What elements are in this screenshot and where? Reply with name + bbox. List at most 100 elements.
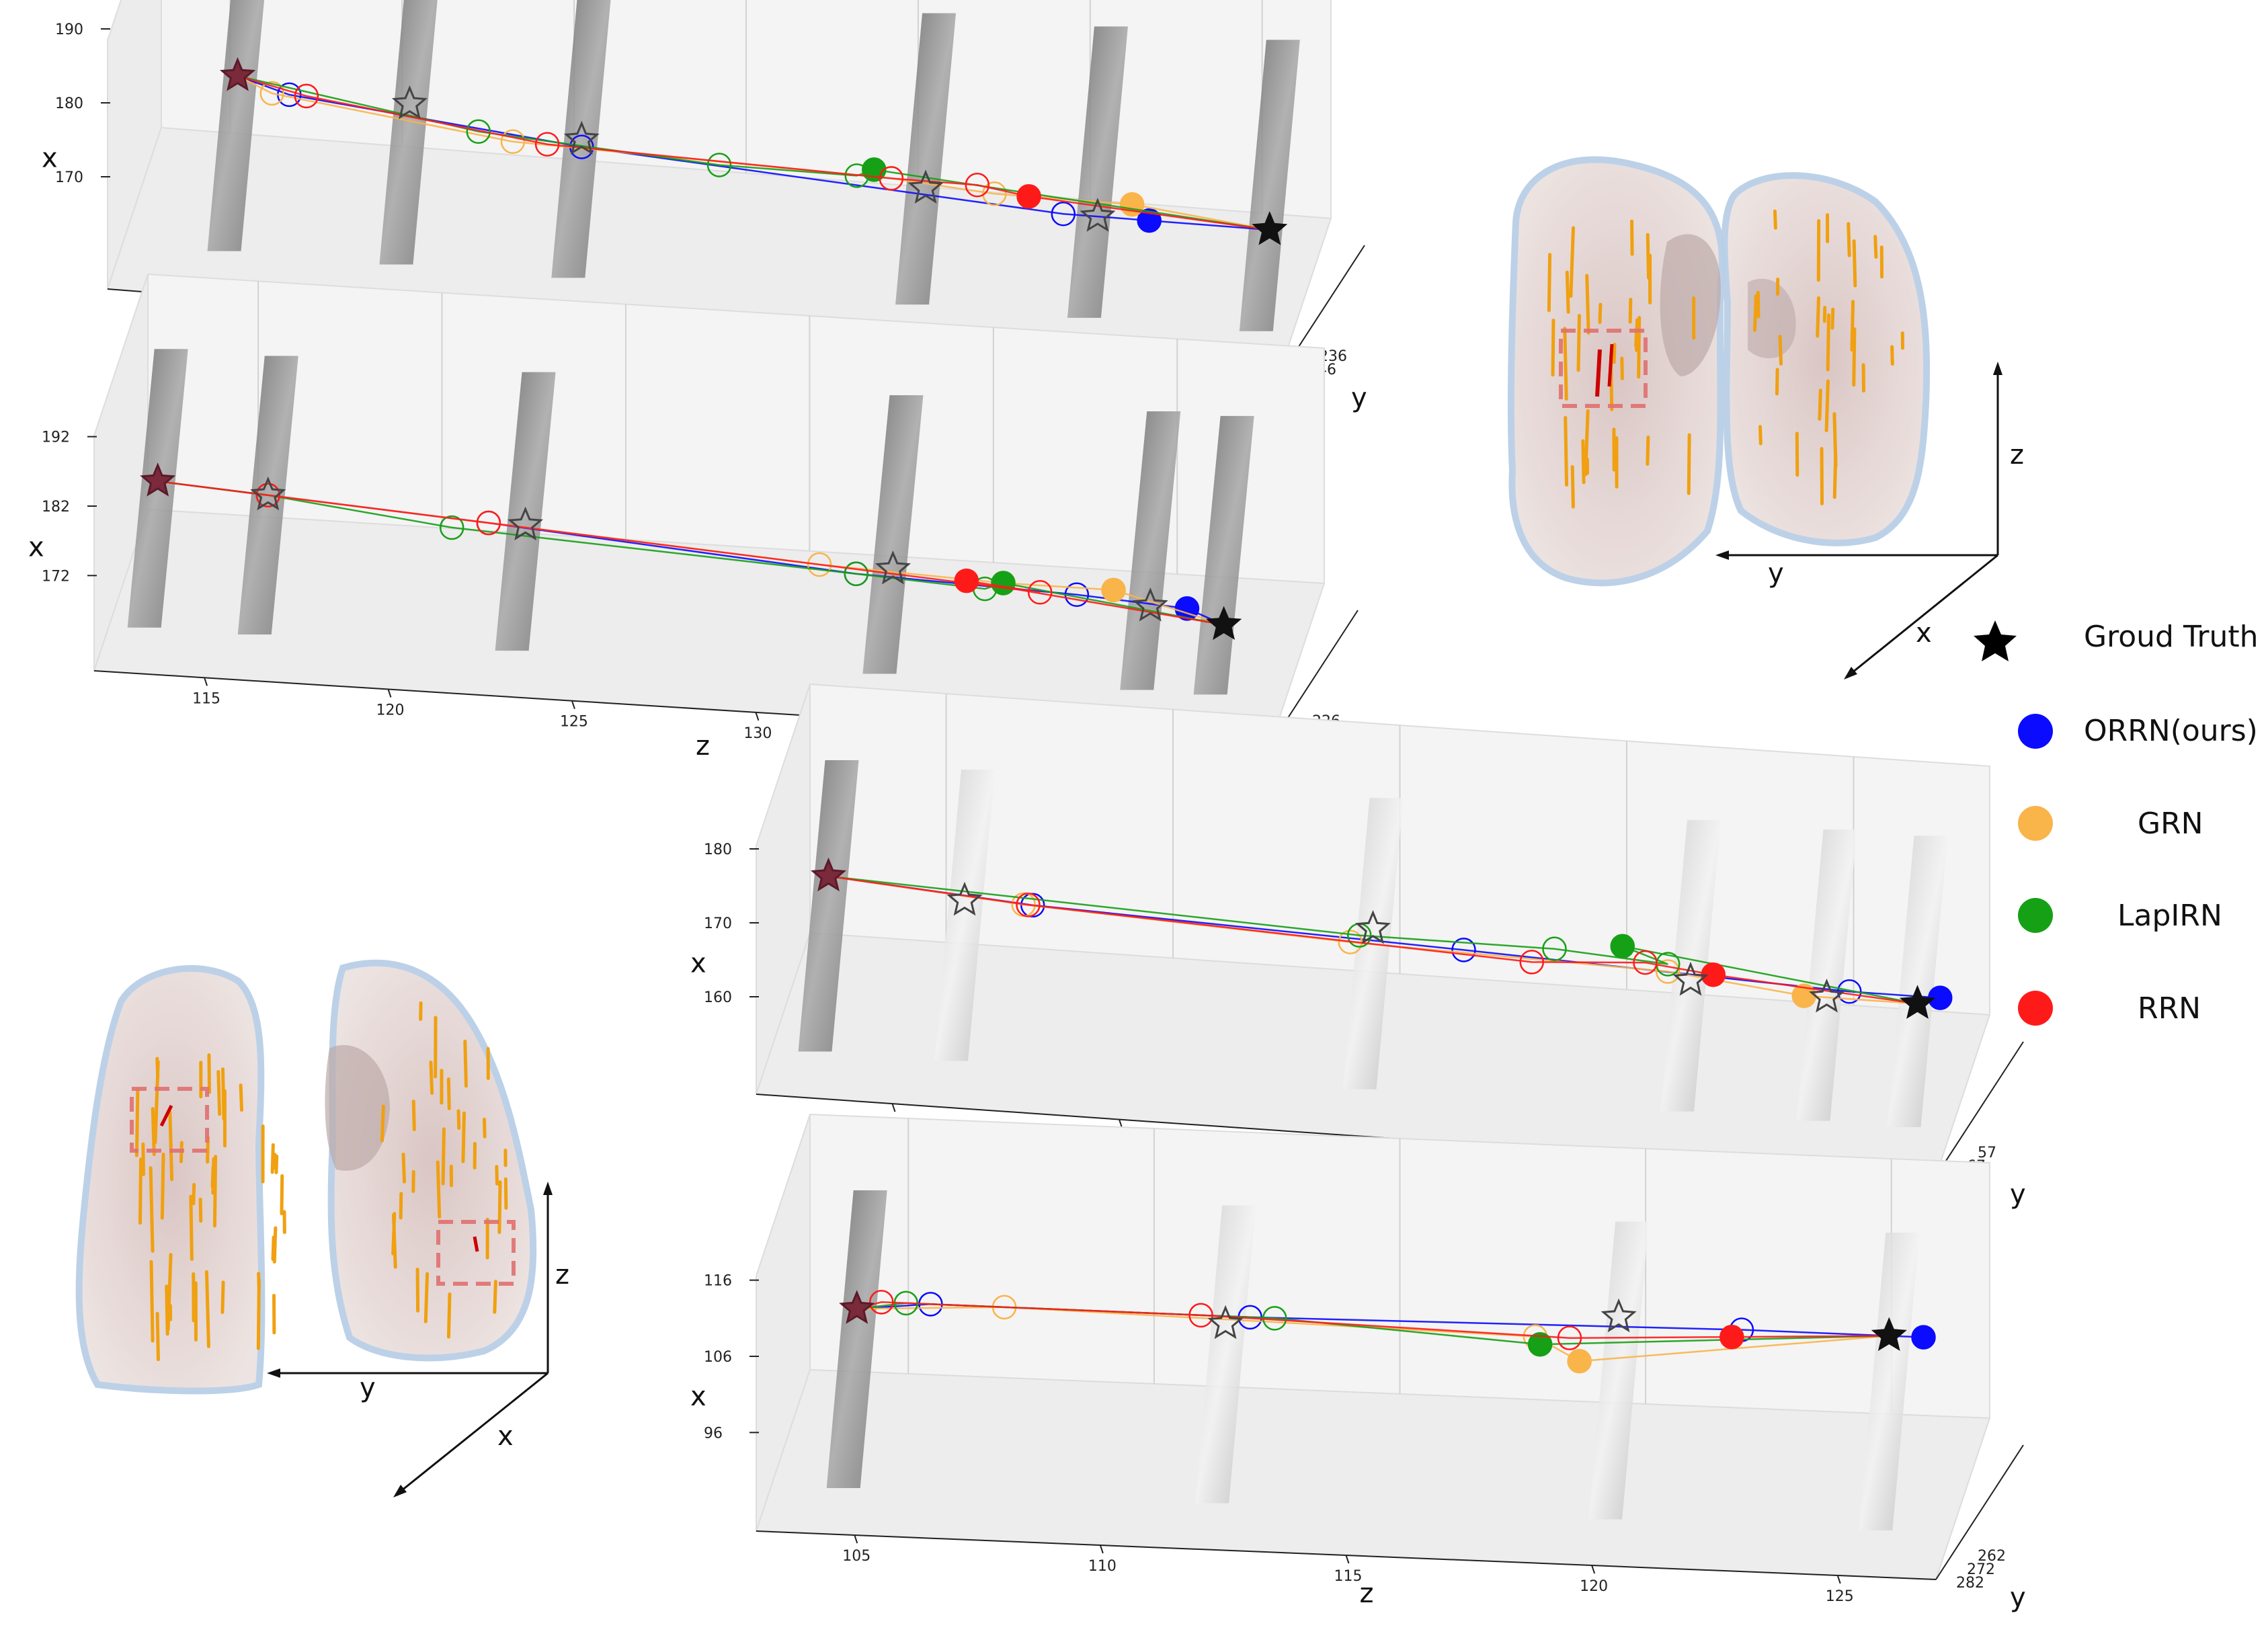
circle-marker-icon: [2018, 714, 2053, 749]
ground-truth-star: [907, 169, 944, 204]
ground-truth-star: [1206, 606, 1242, 641]
ground-truth-star: [250, 476, 286, 511]
prediction-point: [807, 552, 832, 577]
x-tick-label: 160: [704, 989, 732, 1006]
motion-vector: [436, 1160, 442, 1219]
z-tick: [387, 689, 392, 698]
legend-item-orrn: ORRN(ours): [2018, 714, 2258, 749]
motion-vector: [1564, 415, 1569, 487]
trajectory-line: [828, 875, 1918, 1005]
ground-truth-star: [946, 881, 983, 916]
y-tick-label: 262: [1978, 1548, 2006, 1565]
prediction-point: [259, 81, 284, 106]
prediction-point: [1567, 1349, 1592, 1374]
gizmo-z-label: z: [555, 1260, 569, 1290]
z-tick: [571, 700, 575, 710]
motion-vector: [391, 1212, 397, 1256]
x-tick-label: 96: [704, 1425, 723, 1442]
motion-vector: [210, 1165, 215, 1188]
x-tick-label: 106: [704, 1349, 732, 1366]
motion-vector: [1830, 307, 1835, 330]
prediction-point: [991, 571, 1016, 595]
prediction-point: [1557, 1325, 1582, 1350]
prediction-point: [1656, 959, 1680, 984]
motion-vector: [270, 1143, 275, 1174]
image-slice: [798, 759, 859, 1052]
trajectory-line: [828, 875, 1918, 1005]
x-axis-label: x: [690, 948, 706, 979]
gizmo-x-label: x: [497, 1421, 514, 1452]
motion-vector: [274, 1154, 279, 1175]
z-tick: [854, 1534, 858, 1544]
prediction-point: [466, 119, 491, 144]
prediction-point: [1027, 580, 1053, 605]
motion-vector: [1832, 452, 1838, 499]
prediction-point: [1719, 1324, 1744, 1350]
z-tick: [1099, 1545, 1104, 1554]
y-axis-label: y: [2010, 1582, 2026, 1613]
prediction-point: [534, 132, 560, 157]
legend-label: LapIRN: [2117, 899, 2222, 933]
prediction-point: [1016, 893, 1041, 917]
ground-truth-star: [1252, 211, 1288, 245]
circle-marker-icon: [2018, 991, 2053, 1026]
prediction-point: [476, 510, 501, 536]
motion-vector: [1570, 465, 1575, 509]
motion-vector: [1581, 439, 1586, 485]
motion-vector: [1565, 270, 1570, 314]
z-tick-label: 105: [842, 1548, 870, 1565]
trajectory-line: [856, 1302, 1890, 1346]
motion-vector: [198, 1197, 203, 1223]
prediction-point: [1911, 1325, 1936, 1350]
y-tick-label: 272: [1967, 1561, 1995, 1578]
star-marker-icon: [1974, 620, 2017, 661]
z-tick: [1119, 1119, 1123, 1128]
lung-hilum-region: [325, 1044, 390, 1171]
motion-vector: [1873, 235, 1878, 259]
image-slice: [551, 0, 611, 278]
y-axis-line: [1935, 1444, 2024, 1580]
ground-truth-star: [1871, 1317, 1907, 1352]
trajectory-line: [856, 1301, 1890, 1339]
prediction-point: [1633, 950, 1658, 975]
motion-vector: [220, 1280, 225, 1314]
motion-vector: [1569, 226, 1576, 298]
z-tick-label: 125: [1826, 1588, 1854, 1605]
lung-hilum-region: [1660, 234, 1721, 376]
motion-vector: [441, 1127, 446, 1186]
roi-vector: [159, 1104, 173, 1127]
motion-vectors: [134, 1001, 508, 1362]
image-slice: [1193, 415, 1254, 695]
legend-item-rrn: RRN: [2018, 991, 2201, 1026]
motion-vector: [216, 1070, 222, 1116]
motion-vector: [1816, 296, 1820, 338]
ground-truth-star: [1899, 985, 1936, 1019]
legend-label: GRN: [2138, 807, 2203, 841]
motion-vector: [401, 1152, 407, 1184]
motion-vector: [1852, 239, 1857, 288]
ground-truth-star: [1809, 978, 1845, 1013]
z-tick: [204, 677, 208, 686]
motion-vector: [463, 1039, 468, 1088]
motion-vector: [423, 1272, 430, 1323]
prediction-point: [706, 153, 732, 177]
prediction-point: [294, 83, 319, 109]
x-tick-label: 182: [42, 499, 70, 516]
prediction-point: [869, 1290, 894, 1315]
ground-truth-star: [1080, 198, 1116, 232]
ground-truth-star: [1672, 961, 1709, 996]
ground-truth-star: [391, 85, 428, 120]
ground-truth-star: [810, 857, 847, 892]
motion-vector: [189, 1194, 194, 1261]
motion-vector: [155, 1311, 160, 1362]
image-slice: [862, 395, 924, 674]
motion-vector: [461, 1111, 466, 1163]
motion-vector: [493, 1280, 497, 1314]
motion-vector: [1585, 274, 1590, 335]
x-tick-label: 190: [55, 22, 83, 38]
image-slice: [1067, 26, 1128, 318]
y-tick-label: 57: [1978, 1145, 1996, 1161]
z-tick-label: 120: [376, 702, 405, 719]
motion-vector: [166, 1253, 173, 1331]
prediction-point: [500, 129, 526, 154]
